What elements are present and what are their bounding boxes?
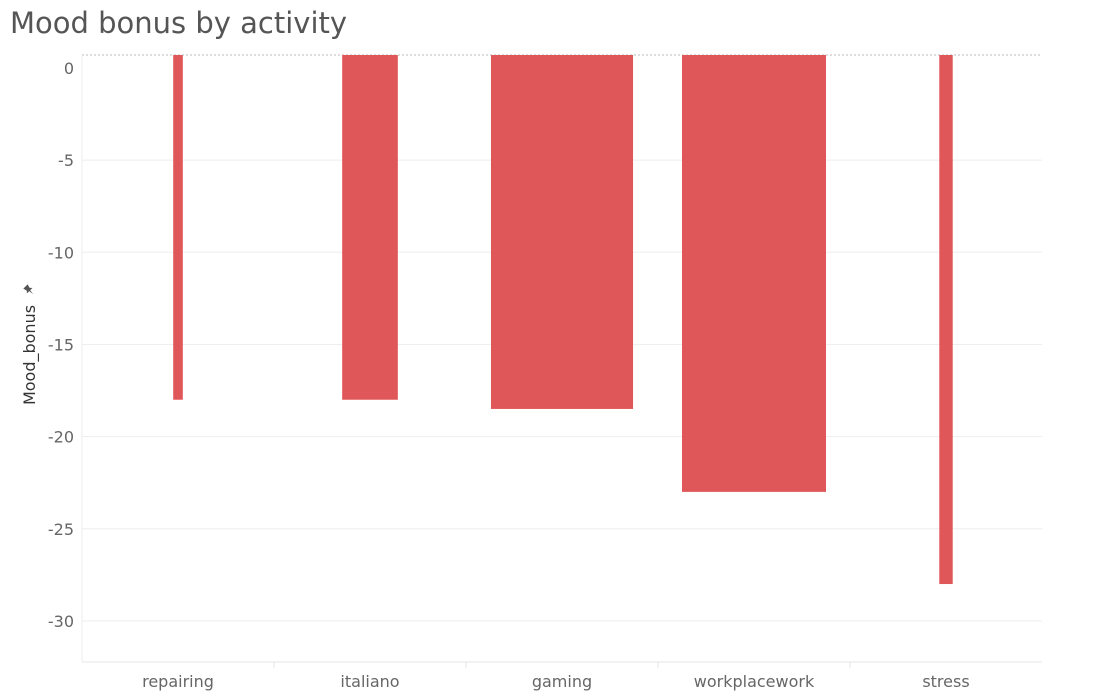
bar-stress[interactable]: [939, 55, 953, 585]
y-tick-label: 0: [64, 59, 74, 78]
y-tick-label: -15: [48, 335, 74, 354]
y-tick-label: -25: [48, 520, 74, 539]
x-tick-labels: repairing italiano gaming workplacework stre…: [142, 672, 970, 691]
x-tick-label: workplacework: [694, 672, 815, 691]
x-tick-label: repairing: [142, 672, 214, 691]
y-axis-title: Mood_bonus: [20, 305, 40, 405]
bars: [173, 55, 953, 585]
bar-repairing[interactable]: [173, 55, 183, 400]
y-tick-label: -10: [48, 243, 74, 262]
bar-workplacework[interactable]: [682, 55, 826, 492]
y-tick-labels: 0 -5 -10 -15 -20 -25 -30: [48, 59, 74, 631]
x-axis: [81, 55, 1042, 668]
y-axis-title-group: Mood_bonus: [20, 284, 40, 405]
y-tick-label: -5: [58, 151, 74, 170]
y-tick-label: -20: [48, 428, 74, 447]
x-tick-label: italiano: [340, 672, 399, 691]
pin-icon[interactable]: [23, 284, 36, 297]
y-tick-label: -30: [48, 612, 74, 631]
bar-gaming[interactable]: [490, 55, 634, 409]
chart-title: Mood bonus by activity: [10, 6, 348, 40]
x-tick-label: stress: [922, 672, 969, 691]
x-tick-label: gaming: [532, 672, 592, 691]
bar-italiano[interactable]: [342, 55, 398, 400]
